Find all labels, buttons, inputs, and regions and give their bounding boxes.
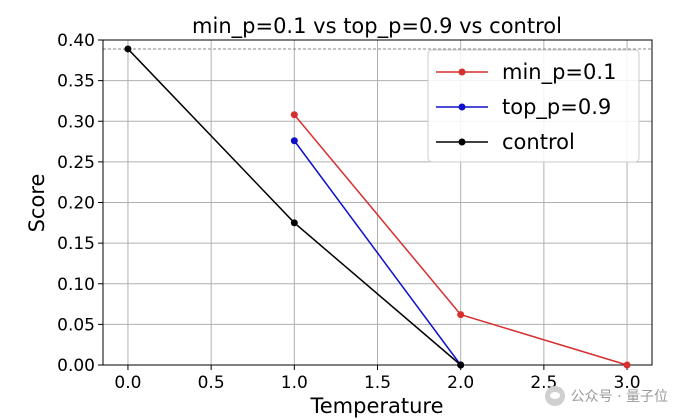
y-axis: 0.00 0.05 0.10 0.15 0.20 0.25 0.30 0.35 0.40: [57, 31, 103, 376]
x-tick-label: 3.0: [614, 373, 641, 393]
watermark: 公众号 · 量子位: [544, 386, 668, 406]
x-tick-label: 2.0: [447, 373, 474, 393]
y-tick-label: 0.10: [57, 275, 95, 295]
series-line: [293, 140, 462, 366]
legend-marker: [458, 138, 466, 146]
data-point: [290, 219, 298, 227]
x-tick-label: 1.5: [364, 373, 391, 393]
y-axis-label: Score: [25, 174, 49, 233]
y-tick-label: 0.40: [57, 31, 95, 51]
watermark-text: 公众号 · 量子位: [570, 389, 668, 405]
y-tick-label: 0.25: [57, 153, 95, 173]
y-tick-label: 0.05: [57, 315, 95, 335]
x-tick-label: 0.5: [198, 373, 225, 393]
legend-marker: [458, 68, 466, 76]
y-tick-label: 0.00: [57, 356, 95, 376]
y-tick-label: 0.30: [57, 112, 95, 132]
legend-box: [427, 49, 640, 163]
chart-title: min_p=0.1 vs top_p=0.9 vs control: [192, 14, 562, 39]
legend-label: control: [502, 130, 575, 154]
wechat-icon: [544, 386, 565, 406]
data-point: [457, 361, 465, 369]
legend-item: control: [436, 130, 575, 154]
legend-label: min_p=0.1: [502, 60, 616, 85]
series-min-p-0-1: [290, 111, 631, 369]
y-tick-label: 0.15: [57, 234, 95, 254]
x-axis-label: Temperature: [309, 394, 443, 418]
y-tick-label: 0.20: [57, 194, 95, 214]
data-point: [623, 361, 631, 369]
legend-label: top_p=0.9: [502, 95, 611, 120]
x-tick-label: 0.0: [114, 373, 141, 393]
data-point: [457, 311, 465, 319]
series-control: [124, 45, 465, 369]
legend-item: top_p=0.9: [436, 95, 611, 120]
data-point: [124, 45, 132, 53]
series-layer: [124, 45, 631, 369]
legend-item: min_p=0.1: [436, 60, 616, 85]
y-tick-label: 0.35: [57, 72, 95, 92]
x-axis: 0.0 0.5 1.0 1.5 2.0 2.5 3.0: [114, 365, 641, 393]
data-point: [290, 137, 298, 145]
legend-marker: [458, 103, 466, 111]
data-point: [290, 111, 298, 119]
x-tick-label: 1.0: [281, 373, 308, 393]
